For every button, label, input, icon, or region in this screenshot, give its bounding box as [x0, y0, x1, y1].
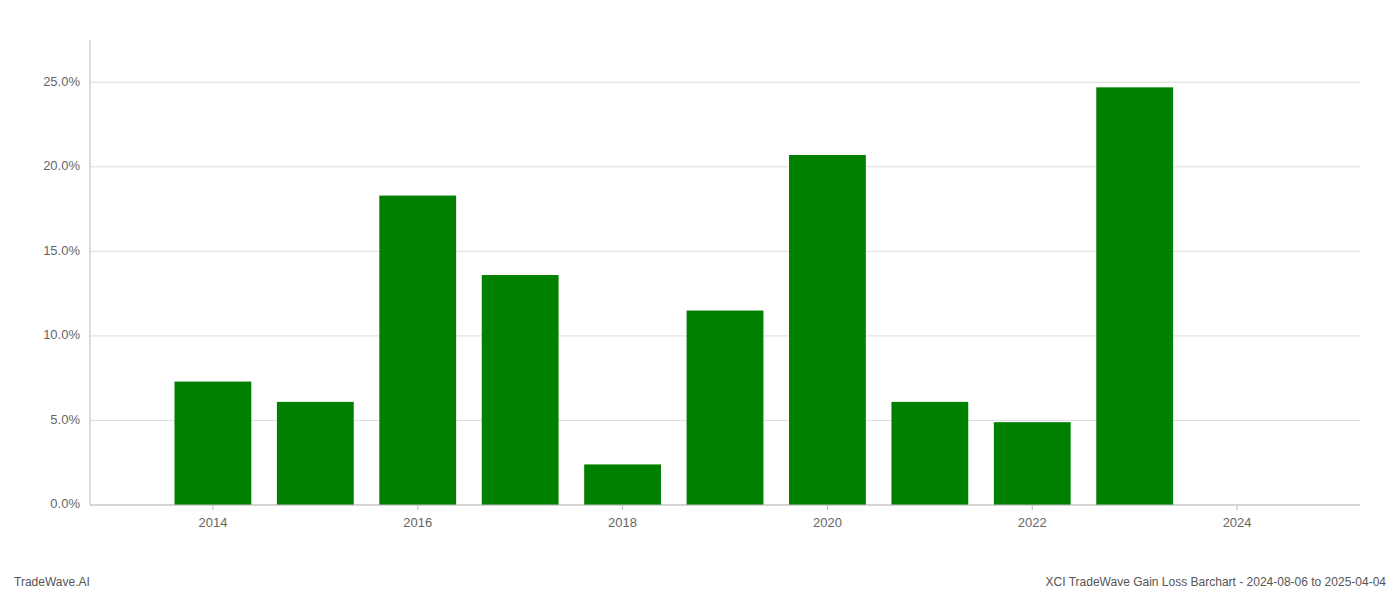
bar — [687, 311, 764, 505]
bars — [174, 87, 1173, 505]
y-tick-label: 10.0% — [43, 327, 80, 342]
x-axis: 2014 2016 2018 2020 2022 2024 — [90, 505, 1360, 530]
bar — [1096, 87, 1173, 505]
x-tick — [1237, 505, 1238, 510]
bar — [994, 422, 1071, 505]
x-axis-line — [90, 505, 1360, 506]
bar — [277, 402, 354, 505]
x-tick-label: 2024 — [1223, 515, 1252, 530]
y-tick-label: 20.0% — [43, 158, 80, 173]
y-axis-line — [90, 40, 91, 505]
bar — [174, 382, 251, 505]
x-tick-label: 2022 — [1018, 515, 1047, 530]
bar — [584, 464, 661, 505]
bar — [789, 155, 866, 505]
footer-left: TradeWave.AI — [14, 575, 90, 589]
x-tick — [1032, 505, 1033, 510]
y-tick-label: 0.0% — [50, 496, 80, 511]
x-tick-label: 2018 — [608, 515, 637, 530]
x-tick — [827, 505, 828, 510]
grid-line — [90, 82, 1360, 83]
x-tick-label: 2016 — [403, 515, 432, 530]
x-tick-label: 2020 — [813, 515, 842, 530]
x-tick — [417, 505, 418, 510]
x-tick — [212, 505, 213, 510]
chart: 0.0% 5.0% 10.0% 15.0% 20.0% 25.0% 2014 2016 2018… — [0, 0, 1400, 600]
grid-line — [90, 505, 1360, 506]
bar — [379, 196, 456, 505]
y-axis: 0.0% 5.0% 10.0% 15.0% 20.0% 25.0% — [43, 40, 90, 511]
grid — [90, 82, 1360, 505]
footer-right: XCI TradeWave Gain Loss Barchart - 2024-… — [1046, 575, 1387, 589]
x-tick-label: 2014 — [198, 515, 227, 530]
x-tick — [622, 505, 623, 510]
y-tick-label: 15.0% — [43, 243, 80, 258]
bar — [891, 402, 968, 505]
bar — [482, 275, 559, 505]
y-tick-label: 5.0% — [50, 412, 80, 427]
y-tick-label: 25.0% — [43, 74, 80, 89]
